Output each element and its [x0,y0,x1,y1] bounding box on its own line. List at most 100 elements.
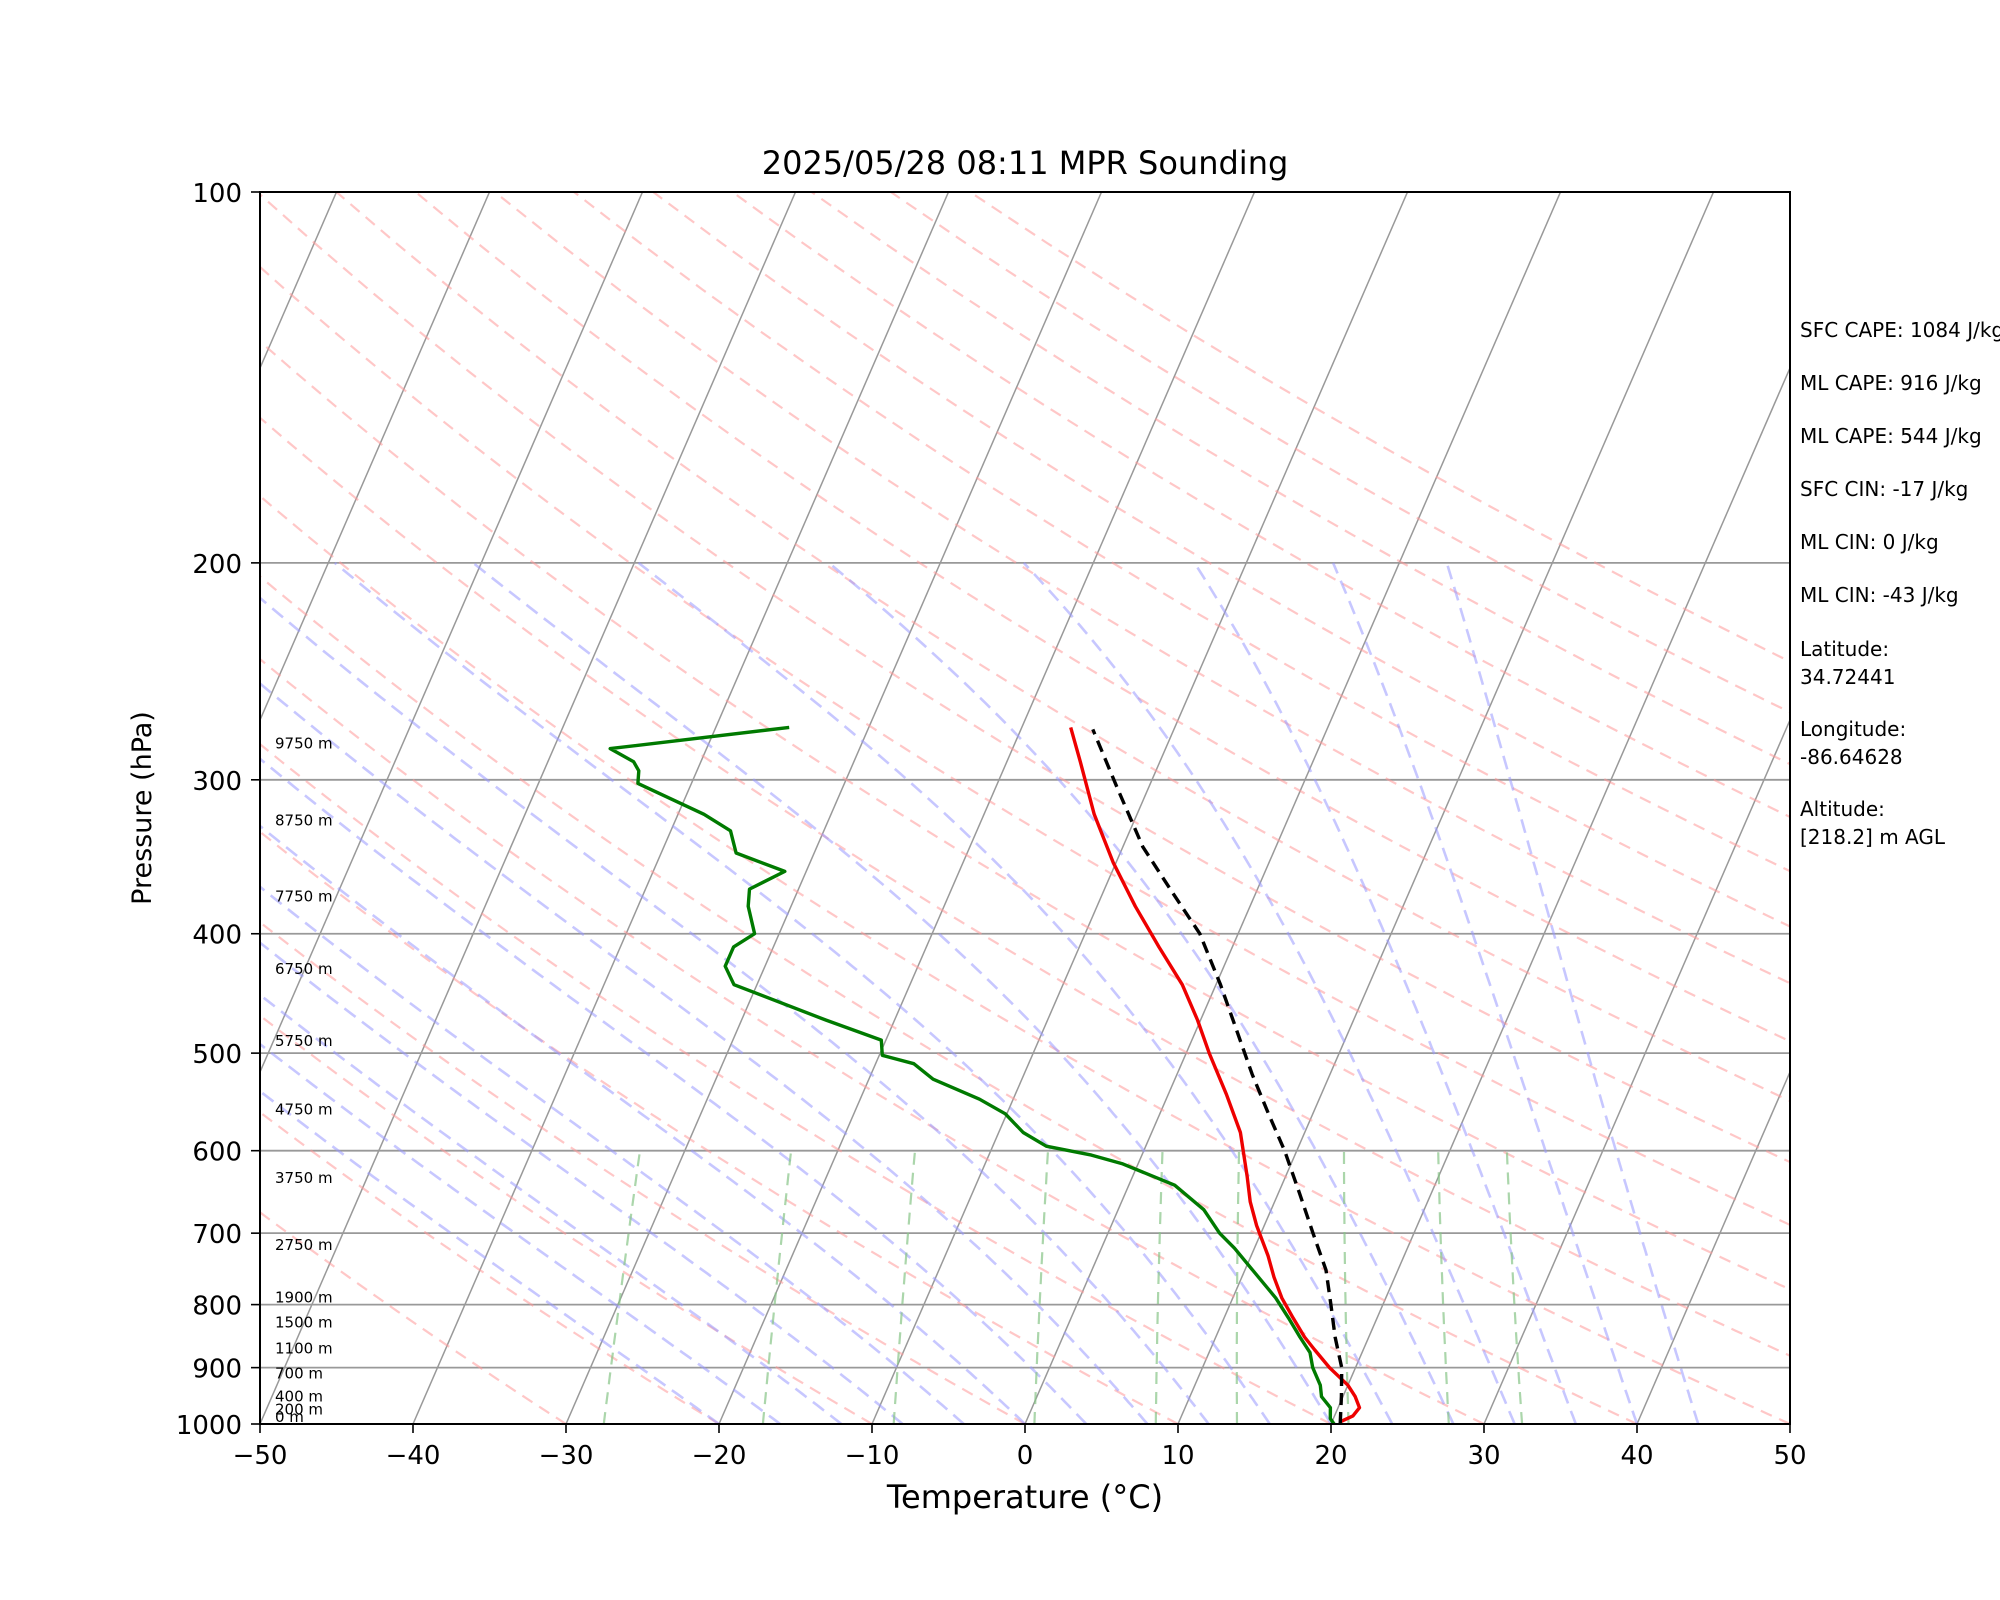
x-tick-label: −50 [233,1441,288,1471]
isotherm-line [1636,1070,1790,1424]
height-label: 1500 m [275,1313,333,1331]
sfc-cin-text: SFC CIN: -17 J/kg [1800,477,1969,501]
dry-adiabat-line [731,192,1790,819]
isotherm-line [1024,192,1562,1424]
dry-adiabat-line [260,339,1790,1291]
mixing-ratio-line [602,1150,642,1424]
dry-adiabat-line [260,1110,720,1424]
ml-cape-text-2: ML CAPE: 544 J/kg [1800,424,1982,448]
height-label: 400 m [275,1387,323,1405]
y-tick-label: 800 [192,1292,242,1322]
isotherm-line [260,192,797,1424]
moist-adiabat-line [260,993,843,1424]
isotherm-line [1177,192,1715,1424]
dry-adiabat-line [260,657,1485,1424]
dry-adiabat-line [260,265,1790,1227]
latitude-label: Latitude: [1800,637,1890,661]
x-tick-label: −30 [539,1441,594,1471]
x-axis-label: Temperature (°C) [886,1478,1163,1516]
sfc-cape-text: SFC CAPE: 1084 J/kg [1800,318,2000,342]
moist-adiabat-line [260,596,1210,1424]
ml-cin-text: ML CIN: 0 J/kg [1800,530,1939,554]
isotherm-line [260,192,644,1074]
x-tick-label: −20 [692,1441,747,1471]
moist-adiabat-line [1331,562,1639,1424]
moist-adiabat-line [1022,562,1516,1424]
dewpoint-line [608,725,1336,1424]
dry-adiabat-line [260,193,1790,1164]
x-tick-label: −10 [845,1441,900,1471]
y-tick-label: 1000 [176,1411,242,1441]
y-tick-label: 300 [192,767,242,797]
latitude-value: 34.72441 [1800,665,1896,689]
x-tick-label: 40 [1620,1441,1653,1471]
y-tick-label: 900 [192,1355,242,1385]
moist-adiabat-line [1193,562,1578,1424]
moist-adiabat-line [828,561,1455,1424]
x-tick-label: 50 [1773,1441,1806,1471]
isotherm-line [412,192,950,1424]
temperature-line [1069,726,1362,1423]
dry-adiabat-line [494,192,1790,985]
longitude-value: -86.64628 [1800,745,1903,769]
ml-cape-text: ML CAPE: 916 J/kg [1800,371,1982,395]
height-label: 5750 m [275,1032,333,1050]
x-tick-label: −40 [386,1441,441,1471]
isotherm-line [260,192,491,722]
plot-frame [259,191,1791,1425]
height-label: 200 m [275,1400,323,1418]
moist-adiabat-line [260,824,1026,1424]
moist-adiabat-line [472,561,1333,1424]
moist-adiabat-line [637,561,1394,1424]
dry-adiabat-line [335,192,1790,1103]
dry-adiabat-line [260,830,1179,1424]
x-tick-label: 20 [1314,1441,1347,1471]
y-axis: 100 200 300 400 500 600 700 800 900 1000 [176,179,260,1441]
mixing-ratio-line [1505,1150,1524,1424]
isotherm-line [1330,366,1790,1424]
isotherm-line [565,192,1103,1424]
dry-adiabat-line [260,494,1790,1424]
height-label: 6750 m [275,960,333,978]
height-label: 7750 m [275,887,333,905]
isotherm-line [871,192,1409,1424]
moist-adiabat-line [260,1042,781,1424]
ml-cin-text-2: ML CIN: -43 J/kg [1800,583,1959,607]
height-label: 0 m [275,1408,304,1426]
moist-adiabat-line [260,1089,720,1424]
height-label: 700 m [275,1365,323,1383]
dry-adiabat-line [260,920,1026,1424]
dry-adiabat-line [260,575,1638,1424]
y-tick-label: 700 [192,1220,242,1250]
moist-adiabat-line [260,941,904,1424]
sounding-traces [608,725,1362,1424]
longitude-label: Longitude: [1800,717,1907,741]
x-tick-label: 30 [1467,1441,1500,1471]
y-tick-label: 600 [192,1138,242,1168]
background-lines [260,192,1790,1424]
y-tick-label: 200 [192,550,242,580]
height-label: 1100 m [275,1340,333,1358]
height-label: 2750 m [275,1236,333,1254]
altitude-label: Altitude: [1800,797,1885,821]
height-label: 3750 m [275,1169,333,1187]
height-label: 1900 m [275,1289,333,1307]
y-axis-label: Pressure (hPa) [127,711,158,905]
isotherm-line [718,192,1256,1424]
y-tick-label: 500 [192,1040,242,1070]
moist-adiabat-line [333,561,1271,1424]
height-label: 9750 m [275,734,333,752]
mixing-ratio-line [1154,1150,1164,1424]
dry-adiabat-line [260,742,1332,1424]
x-tick-label: 10 [1161,1441,1194,1471]
height-label: 4750 m [275,1101,333,1119]
y-tick-label: 100 [192,179,242,209]
altitude-value: [218.2] m AGL [1800,825,1946,849]
height-label: 8750 m [275,812,333,830]
chart-title: 2025/05/28 08:11 MPR Sounding [762,144,1289,182]
x-axis: −50 −40 −30 −20 −10 0 10 20 30 40 50 [233,1424,1807,1471]
moist-adiabat-line [260,681,1149,1424]
parcel-path-line [1091,728,1344,1424]
